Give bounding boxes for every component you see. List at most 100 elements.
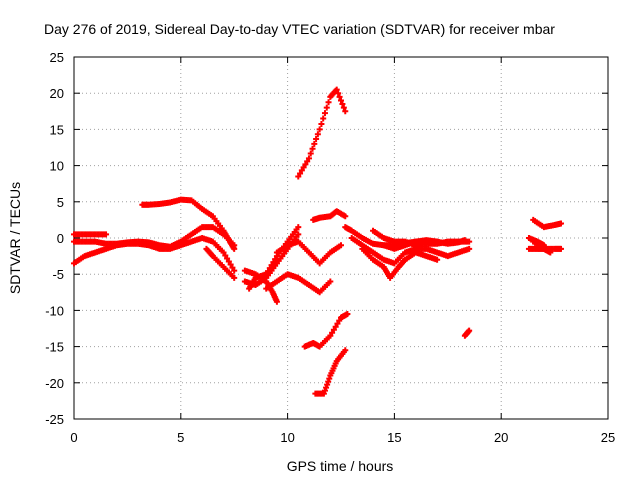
data-point xyxy=(342,108,349,115)
data-point xyxy=(326,375,333,382)
data-point xyxy=(316,126,323,133)
y-tick-label: -10 xyxy=(45,303,64,318)
data-point xyxy=(327,278,334,285)
data-point xyxy=(466,238,473,245)
data-point xyxy=(547,249,554,256)
data-point xyxy=(327,332,334,339)
data-point xyxy=(333,86,340,93)
data-point xyxy=(297,170,304,177)
y-tick-label: 5 xyxy=(57,195,64,210)
y-tick-label: -20 xyxy=(45,376,64,391)
series-s19 xyxy=(380,237,468,252)
data-point xyxy=(466,245,473,252)
data-point xyxy=(323,384,330,391)
series-s23 xyxy=(530,238,554,256)
y-tick-label: -25 xyxy=(45,412,64,427)
y-axis-label: SDTVAR / TECUs xyxy=(7,182,23,294)
data-point xyxy=(305,155,312,162)
data-point xyxy=(344,311,351,318)
series-s24 xyxy=(530,216,565,231)
y-tick-label: 0 xyxy=(57,231,64,246)
series-s13 xyxy=(301,311,351,350)
x-tick-label: 15 xyxy=(387,430,401,445)
data-point xyxy=(220,249,227,256)
data-point xyxy=(321,110,328,117)
x-tick-label: 10 xyxy=(280,430,294,445)
data-point xyxy=(313,136,320,143)
data-point xyxy=(266,265,273,272)
data-point xyxy=(300,164,307,171)
y-tick-label: 10 xyxy=(50,159,64,174)
data-point xyxy=(332,323,339,330)
data-point xyxy=(321,387,328,394)
series-s20 xyxy=(461,327,473,339)
data-point xyxy=(263,271,270,278)
series-s5 xyxy=(203,245,238,281)
data-point xyxy=(273,298,280,305)
data-point xyxy=(324,381,331,388)
series-s4 xyxy=(139,196,238,252)
series-s16 xyxy=(348,235,473,267)
data-point xyxy=(270,259,277,266)
data-point xyxy=(224,255,231,262)
data-point xyxy=(295,173,302,180)
data-point xyxy=(334,320,341,327)
y-axis: 25 20 15 10 5 0 -5 -10 -15 -20 -25 xyxy=(45,50,608,427)
chart-title: Day 276 of 2019, Sidereal Day-to-day VTE… xyxy=(44,21,555,37)
data-point xyxy=(314,131,321,138)
x-tick-label: 0 xyxy=(70,430,77,445)
x-axis-label: GPS time / hours xyxy=(287,458,394,474)
data-point xyxy=(466,327,473,334)
data-point xyxy=(336,93,343,100)
x-axis: 0 5 10 15 20 25 xyxy=(70,57,615,445)
data-point xyxy=(227,261,234,268)
data-point xyxy=(302,161,309,168)
data-point xyxy=(268,262,275,269)
data-point xyxy=(231,274,238,281)
data-point xyxy=(318,120,325,127)
data-point xyxy=(330,326,337,333)
data-point xyxy=(338,97,344,104)
data-point xyxy=(229,264,236,271)
data-point xyxy=(335,90,342,97)
data-point xyxy=(231,267,238,274)
data-point xyxy=(320,115,327,122)
data-point xyxy=(265,268,272,275)
data-point xyxy=(325,99,332,106)
data-point xyxy=(307,150,314,157)
data-point xyxy=(342,347,349,354)
data-point xyxy=(222,252,229,259)
data-point xyxy=(323,104,330,111)
data-point xyxy=(461,237,468,244)
data-points xyxy=(71,86,565,397)
x-tick-label: 25 xyxy=(601,430,615,445)
data-point xyxy=(320,390,327,397)
data-point xyxy=(295,231,302,238)
y-tick-label: 20 xyxy=(50,86,64,101)
y-tick-label: 15 xyxy=(50,122,64,137)
data-point xyxy=(295,224,302,231)
series-s12 xyxy=(310,208,349,223)
data-point xyxy=(342,213,349,220)
series-s17 xyxy=(359,245,441,281)
data-point xyxy=(340,104,347,111)
data-point xyxy=(103,231,110,238)
data-point xyxy=(329,329,336,336)
x-tick-label: 5 xyxy=(177,430,184,445)
data-point xyxy=(338,242,344,249)
x-tick-label: 20 xyxy=(494,430,508,445)
data-point xyxy=(311,140,318,147)
series-s11 xyxy=(295,86,349,180)
data-point xyxy=(339,101,346,108)
data-point xyxy=(336,317,343,324)
y-tick-label: -5 xyxy=(52,267,64,282)
data-point xyxy=(304,158,311,165)
series-s10 xyxy=(273,238,344,267)
data-point xyxy=(434,256,441,263)
data-point xyxy=(231,245,238,252)
data-point xyxy=(325,378,332,385)
data-point xyxy=(298,167,305,174)
y-tick-label: 25 xyxy=(50,50,64,65)
data-point xyxy=(558,245,565,252)
